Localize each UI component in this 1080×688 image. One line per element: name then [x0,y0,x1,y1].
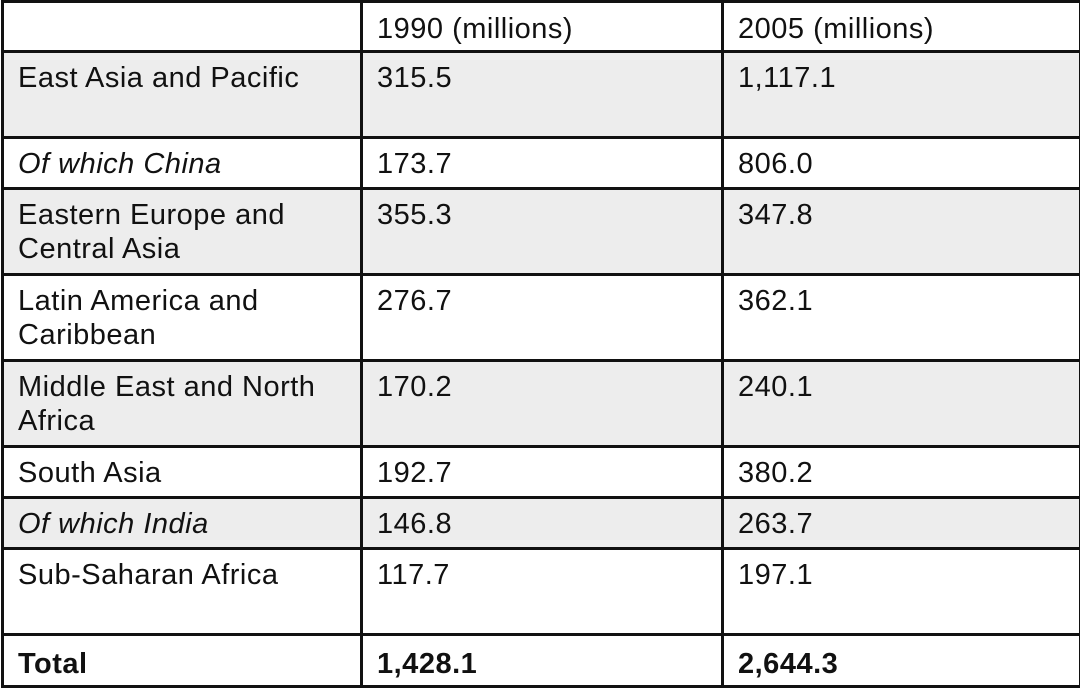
table-row: Of which China 173.7 806.0 [3,138,1080,189]
region-cell: Sub-Saharan Africa [3,549,362,635]
value-1990-cell: 170.2 [362,361,723,447]
region-cell: Middle East and North Africa [3,361,362,447]
total-row: Total 1,428.1 2,644.3 [3,635,1080,687]
table-row: Middle East and North Africa 170.2 240.1 [3,361,1080,447]
value-1990-cell: 315.5 [362,52,723,138]
region-cell: Eastern Europe and Central Asia [3,189,362,275]
value-2005-cell: 240.1 [723,361,1080,447]
value-2005-cell: 197.1 [723,549,1080,635]
region-cell: East Asia and Pacific [3,52,362,138]
table-row: Sub-Saharan Africa 117.7 197.1 [3,549,1080,635]
region-cell: Of which China [3,138,362,189]
value-1990-cell: 117.7 [362,549,723,635]
value-2005-cell: 347.8 [723,189,1080,275]
value-2005-cell: 806.0 [723,138,1080,189]
region-cell: South Asia [3,447,362,498]
value-2005-cell: 263.7 [723,498,1080,549]
total-label: Total [3,635,362,687]
value-2005-cell: 362.1 [723,275,1080,361]
header-region [3,2,362,52]
value-2005-cell: 380.2 [723,447,1080,498]
table-row: Eastern Europe and Central Asia 355.3 34… [3,189,1080,275]
value-1990-cell: 146.8 [362,498,723,549]
total-1990: 1,428.1 [362,635,723,687]
header-2005: 2005 (millions) [723,2,1080,52]
value-1990-cell: 355.3 [362,189,723,275]
value-1990-cell: 192.7 [362,447,723,498]
table-row: East Asia and Pacific 315.5 1,117.1 [3,52,1080,138]
table-row: South Asia 192.7 380.2 [3,447,1080,498]
table-row: Of which India 146.8 263.7 [3,498,1080,549]
value-1990-cell: 173.7 [362,138,723,189]
header-row: 1990 (millions) 2005 (millions) [3,2,1080,52]
region-cell: Latin America and Caribbean [3,275,362,361]
region-cell: Of which India [3,498,362,549]
total-2005: 2,644.3 [723,635,1080,687]
table-row: Latin America and Caribbean 276.7 362.1 [3,275,1080,361]
value-2005-cell: 1,117.1 [723,52,1080,138]
value-1990-cell: 276.7 [362,275,723,361]
header-1990: 1990 (millions) [362,2,723,52]
